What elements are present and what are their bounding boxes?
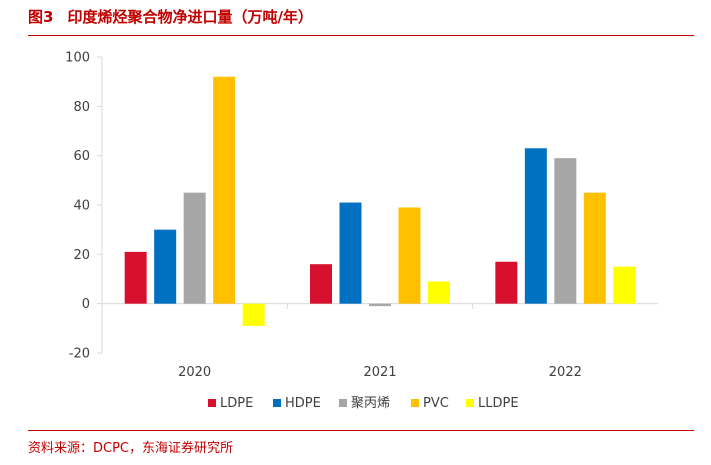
figure-title: 图3 印度烯烃聚合物净进口量（万吨/年）: [28, 6, 313, 27]
bar-LLDPE-2020: [242, 303, 265, 326]
y-tick-label: 0: [82, 297, 90, 312]
y-tick-label: 60: [73, 149, 90, 164]
bar-HDPE-2020: [154, 229, 177, 304]
bar-LDPE-2020: [124, 251, 147, 304]
bar-聚丙烯-2020: [183, 192, 206, 304]
footer-divider: [28, 430, 694, 431]
legend-swatch-PVC: [411, 399, 419, 407]
legend-swatch-聚丙烯: [339, 399, 347, 407]
legend-label-PVC: PVC: [423, 396, 449, 411]
y-tick-label: 80: [73, 100, 90, 115]
x-tick-label: 2020: [178, 365, 211, 380]
legend-label-聚丙烯: 聚丙烯: [351, 396, 390, 411]
y-tick-label: -20: [69, 347, 90, 362]
legend-label-LDPE: LDPE: [220, 396, 253, 411]
legend-label-HDPE: HDPE: [285, 396, 321, 411]
legend-swatch-LDPE: [208, 399, 216, 407]
bar-PVC-2020: [213, 76, 236, 304]
bar-PVC-2022: [583, 192, 606, 304]
x-tick-label: 2022: [549, 365, 582, 380]
bar-LLDPE-2021: [428, 281, 450, 304]
bar-PVC-2021: [398, 207, 421, 304]
bar-LLDPE-2022: [613, 266, 636, 304]
source-note: 资料来源：DCPC，东海证券研究所: [28, 441, 234, 456]
bar-HDPE-2021: [339, 202, 362, 304]
y-tick-label: 40: [73, 199, 90, 214]
legend-swatch-LLDPE: [466, 399, 474, 407]
bar-chart: -20 0 20 40 60 80 100 2020 2021 2022 LDPE HDPE 聚丙烯 PV…: [65, 51, 658, 411]
legend-swatch-HDPE: [273, 399, 281, 407]
bar-LDPE-2022: [495, 261, 518, 304]
title-divider: [28, 35, 694, 36]
x-tick-label: 2021: [363, 365, 396, 380]
bar-聚丙烯-2021: [369, 303, 391, 307]
figure-label: 图3: [28, 8, 54, 26]
legend-label-LLDPE: LLDPE: [478, 396, 519, 411]
y-tick-label: 20: [73, 248, 90, 263]
bar-LDPE-2021: [310, 264, 332, 304]
bar-聚丙烯-2022: [554, 158, 577, 304]
figure-title-text: 印度烯烃聚合物净进口量（万吨/年）: [67, 8, 313, 26]
bar-HDPE-2022: [524, 148, 547, 304]
y-tick-label: 100: [65, 51, 90, 66]
